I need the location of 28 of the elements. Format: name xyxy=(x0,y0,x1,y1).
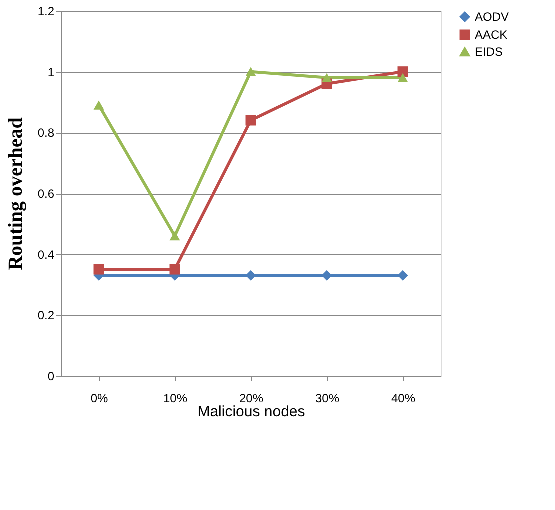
y-axis-title: Routing overhead xyxy=(4,118,27,270)
point xyxy=(398,270,408,281)
point xyxy=(94,264,104,275)
point xyxy=(246,67,256,76)
point xyxy=(322,270,332,281)
x-tick-label: 0% xyxy=(90,392,108,406)
x-tick-label: 30% xyxy=(315,392,340,406)
x-tick-label: 20% xyxy=(239,392,264,406)
legend-label: EIDS xyxy=(475,45,504,59)
y-tick-label: 1 xyxy=(48,65,55,80)
point xyxy=(246,115,256,126)
point xyxy=(170,232,180,241)
y-tick-label: 0.4 xyxy=(38,248,55,262)
y-tick-label: 0 xyxy=(48,370,55,384)
point xyxy=(398,73,408,82)
point xyxy=(246,270,256,281)
y-tick-label: 0.2 xyxy=(38,308,55,323)
x-axis-title: Malicious nodes xyxy=(198,404,306,420)
legend-label: AACK xyxy=(475,28,508,42)
point xyxy=(170,264,180,275)
legend-label: AODV xyxy=(475,10,510,24)
point xyxy=(322,73,332,82)
y-tick-label: 0.6 xyxy=(38,187,55,201)
x-tick-label: 40% xyxy=(391,392,416,406)
y-tick-label: 0.8 xyxy=(38,126,55,140)
point xyxy=(94,100,104,110)
y-tick-label: 1.2 xyxy=(38,4,55,18)
x-tick-label: 10% xyxy=(163,392,188,406)
